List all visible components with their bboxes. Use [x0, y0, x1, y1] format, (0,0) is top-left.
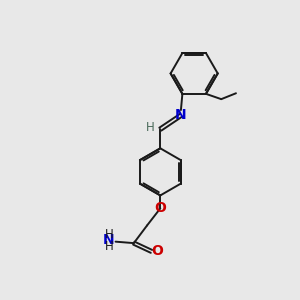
Text: H: H — [146, 121, 155, 134]
Text: O: O — [154, 201, 166, 215]
Text: N: N — [103, 233, 114, 247]
Text: H: H — [105, 241, 114, 254]
Text: N: N — [175, 108, 187, 122]
Text: H: H — [105, 228, 114, 242]
Text: O: O — [151, 244, 163, 258]
